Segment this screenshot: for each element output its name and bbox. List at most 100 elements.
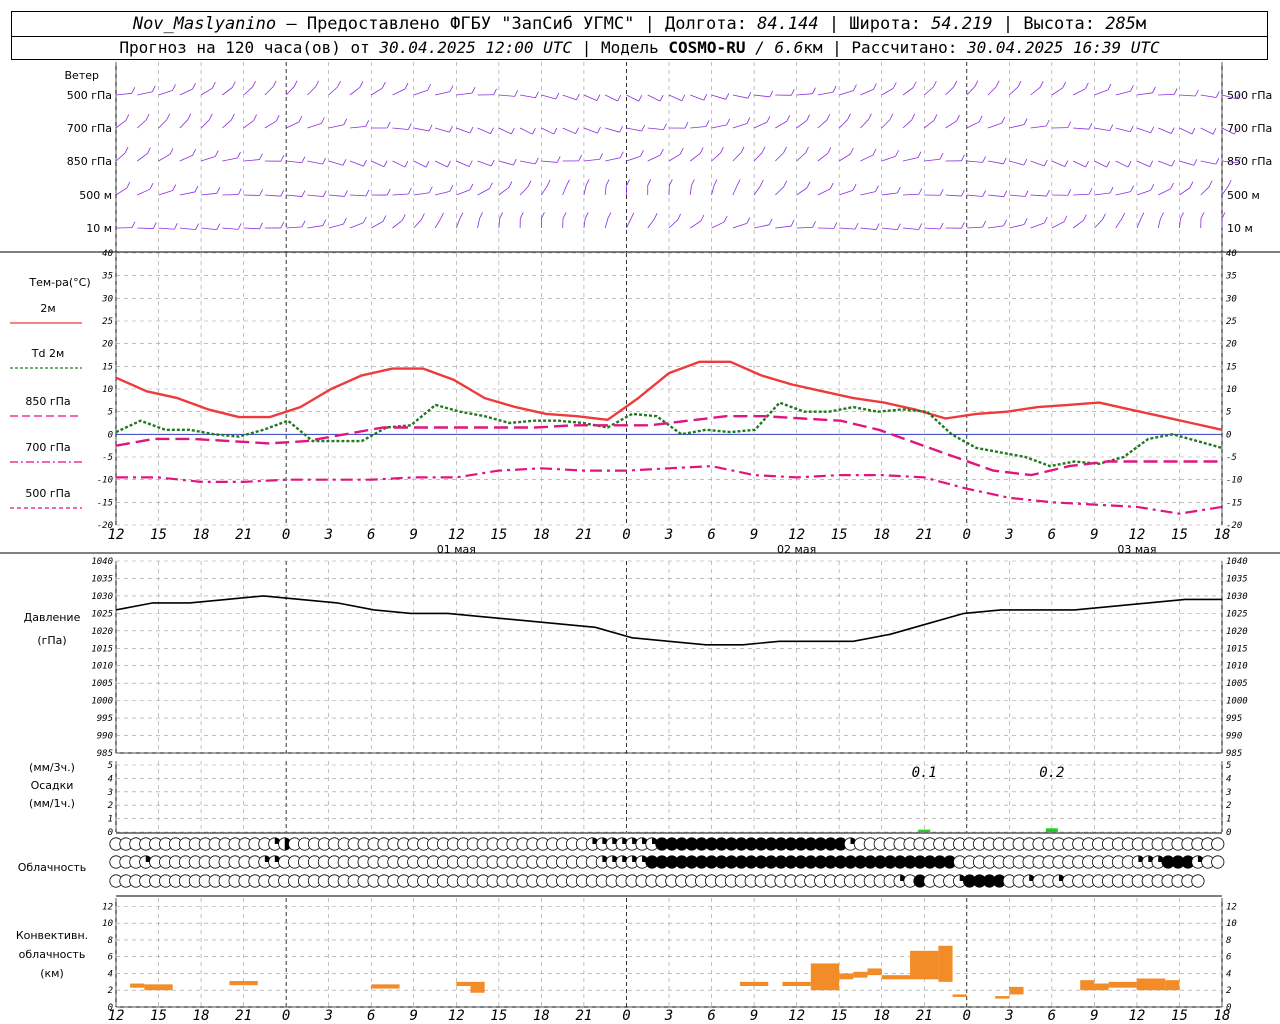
wind-barb-flag — [237, 151, 241, 159]
wind-barb — [434, 190, 450, 196]
wind-barb — [902, 119, 912, 129]
wind-barb-flag — [956, 114, 960, 122]
wind-barb — [796, 187, 808, 196]
wind-barb-flag — [1084, 82, 1089, 89]
wind-barb — [1179, 94, 1196, 97]
temp-legend: 2м Td 2м 850 гПа 700 гПа 500 гПа — [10, 302, 82, 509]
wind-barb-flag — [259, 189, 263, 196]
x-tick-bottom: 9 — [750, 1008, 758, 1024]
wind-barb — [647, 127, 664, 131]
wind-barb-flag — [599, 153, 604, 160]
x-tick-temp: 9 — [750, 527, 758, 543]
wind-barb — [604, 218, 609, 229]
precip-unit-3h: (мм/3ч.) — [29, 761, 75, 774]
wind-barb — [413, 160, 427, 168]
temp-ytick-left: 10 — [102, 385, 113, 395]
x-tick-bottom: 15 — [1171, 1008, 1188, 1024]
wind-barb-flag — [1152, 86, 1156, 93]
wind-barb — [1072, 220, 1084, 229]
wind-barb-flag — [1043, 159, 1048, 167]
wind-barb-flag — [619, 126, 623, 133]
wind-barb — [711, 94, 726, 100]
convective-cloud-bar — [144, 984, 173, 991]
wind-barb — [519, 186, 529, 196]
conv-ytick-left: 0 — [108, 1003, 113, 1013]
wind-barb-flag — [151, 85, 156, 92]
wind-barb-flag — [1088, 123, 1093, 130]
wind-barb — [583, 158, 600, 162]
wind-barb-flag — [343, 118, 348, 125]
wind-barb-flag — [383, 160, 388, 167]
wind-barb-flag — [961, 221, 965, 229]
precip-ytick-left: 2 — [108, 801, 113, 811]
precip-ytick-right: 4 — [1226, 774, 1231, 784]
wind-barb — [966, 160, 983, 163]
wind-barb — [158, 190, 173, 196]
wind-barb-flag — [812, 87, 816, 94]
wind-barb — [413, 192, 430, 196]
wind-barb-flag — [626, 179, 631, 186]
wind-barb-flag — [1023, 158, 1028, 166]
grid-layer — [0, 62, 1280, 1008]
wind-panel-title: Ветер — [65, 69, 99, 82]
x-tick-temp: 21 — [916, 527, 933, 543]
temp-ytick-left: -20 — [97, 521, 113, 531]
wind-barb-flag — [1067, 189, 1072, 196]
wind-barb-flag — [147, 147, 151, 154]
wind-level-label-left: 10 м — [86, 222, 112, 235]
wind-barb — [753, 152, 763, 162]
x-tick-bottom: 3 — [323, 1008, 332, 1024]
wind-barb — [711, 152, 721, 162]
wind-barb — [754, 94, 770, 98]
temp-ytick-right: 10 — [1226, 385, 1237, 395]
wind-barb-flag — [469, 183, 474, 191]
x-tick-bottom: 18 — [1214, 1008, 1231, 1024]
wind-barb-flag — [700, 214, 705, 222]
wind-barb — [1158, 94, 1175, 96]
wind-barb-flag — [912, 81, 917, 88]
wind-barb — [711, 124, 727, 129]
wind-barb — [1179, 160, 1194, 166]
wind-barb-flag — [556, 156, 561, 163]
wind-barb-flag — [131, 221, 136, 228]
wind-barb-flag — [194, 185, 199, 193]
wind-barb — [923, 86, 934, 96]
wind-barb — [158, 153, 171, 162]
wind-barb — [626, 94, 639, 102]
wind-barb-flag — [805, 146, 809, 154]
precip-annotation: 0.2 — [1039, 765, 1064, 781]
wind-barb-flag — [514, 90, 519, 97]
x-tick-temp: 3 — [1004, 527, 1013, 543]
wind-barb — [328, 194, 345, 197]
series-line — [115, 360, 1223, 431]
wind-barb — [923, 120, 935, 129]
wind-barb-flag — [647, 179, 652, 186]
wind-barb — [1221, 160, 1238, 164]
wind-barb-flag — [131, 87, 136, 94]
wind-barb — [1136, 92, 1153, 96]
wind-barb-flag — [363, 216, 367, 223]
wind-barb — [1009, 194, 1026, 197]
wind-barb-flag — [421, 213, 425, 220]
wind-barb-flag — [703, 93, 708, 101]
wind-barb — [838, 153, 851, 162]
wind-barb-flag — [917, 151, 922, 158]
wind-barb — [902, 193, 919, 196]
wind-barb — [1158, 160, 1172, 167]
wind-barb-flag — [1233, 127, 1238, 135]
wind-barb — [796, 93, 813, 96]
calc-time: 30.04.2025 16:39 UTC — [967, 38, 1160, 57]
panel-labels: Ветер Тем-ра(°С) Давление (гПа) (мм/3ч.)… — [16, 69, 99, 980]
wind-barb — [179, 227, 196, 230]
conv-ytick-left: 8 — [108, 936, 113, 946]
convective-cloud-bar — [910, 950, 939, 980]
wind-barb — [860, 227, 877, 230]
wind-barb — [583, 127, 598, 134]
wind-barb-flag — [783, 146, 787, 153]
wind-barb-flag — [1215, 91, 1220, 98]
wind-barb — [881, 192, 898, 196]
wind-barb — [179, 88, 193, 96]
wind-barb-flag — [759, 179, 764, 187]
x-tick-bottom: 12 — [448, 1008, 465, 1024]
temp-ytick-left: 25 — [102, 317, 113, 327]
